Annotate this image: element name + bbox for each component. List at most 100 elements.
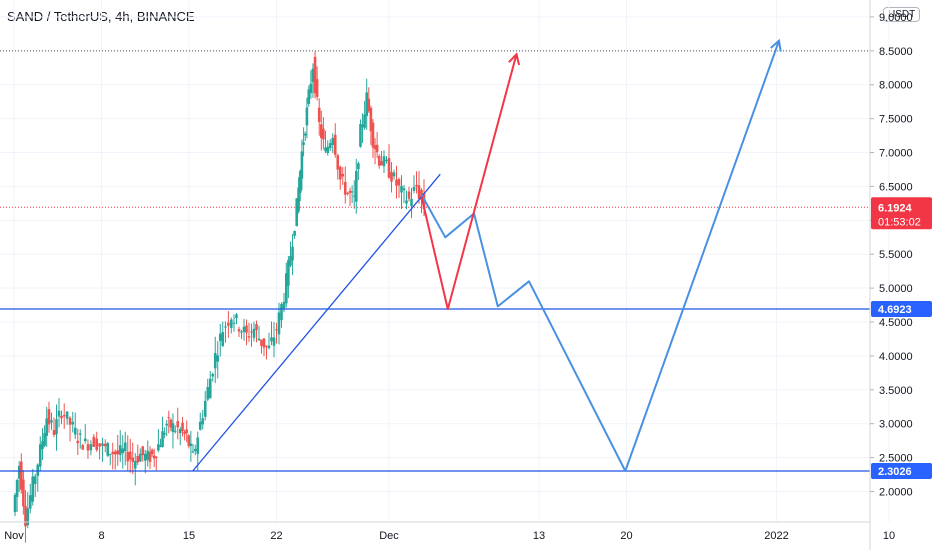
candle-body bbox=[17, 465, 21, 479]
candle-body bbox=[22, 479, 25, 507]
candle-body bbox=[265, 345, 268, 347]
candle-body bbox=[395, 179, 398, 186]
candle-body bbox=[287, 260, 290, 286]
candle-body bbox=[178, 429, 182, 434]
candle-body bbox=[191, 451, 195, 453]
candle-body bbox=[98, 443, 101, 447]
candle-body bbox=[141, 446, 145, 456]
candle-body bbox=[326, 146, 330, 154]
candle-body bbox=[47, 409, 51, 425]
candle-body bbox=[138, 453, 142, 462]
time-tick-label: 13 bbox=[533, 530, 545, 542]
candle-body bbox=[15, 480, 19, 497]
candle-body bbox=[81, 445, 85, 450]
candle-body bbox=[422, 193, 426, 210]
candle-body bbox=[216, 355, 220, 362]
candle-body bbox=[380, 161, 383, 166]
candle-body bbox=[221, 332, 225, 346]
candle-body bbox=[387, 158, 391, 178]
candle-body bbox=[255, 324, 258, 331]
candle-body bbox=[128, 451, 132, 460]
drawings-layer bbox=[0, 38, 870, 472]
candle-body bbox=[19, 461, 23, 490]
time-tick-label: 2022 bbox=[764, 530, 788, 542]
candle-body bbox=[26, 508, 30, 526]
candle-body bbox=[38, 444, 42, 467]
candle-body bbox=[373, 145, 377, 149]
candle-body bbox=[232, 322, 236, 324]
candle-body bbox=[375, 144, 379, 153]
price-tick-label: 5.0000 bbox=[879, 283, 913, 295]
candle-body bbox=[242, 326, 246, 332]
candle-body bbox=[118, 445, 122, 455]
price-tick-label: 6.5000 bbox=[879, 181, 913, 193]
candle-body bbox=[157, 444, 160, 451]
candle-body bbox=[171, 423, 175, 433]
candle-body bbox=[136, 456, 140, 463]
candle-body bbox=[123, 442, 127, 452]
price-tick-label: 4.5000 bbox=[879, 317, 913, 329]
candle-body bbox=[352, 195, 356, 197]
price-tick-label: 7.5000 bbox=[879, 114, 913, 126]
candle-body bbox=[213, 353, 217, 369]
candle-body bbox=[322, 128, 325, 140]
candle-body bbox=[257, 338, 261, 341]
candle-body bbox=[95, 438, 99, 450]
candle-body bbox=[78, 433, 82, 435]
candle-body bbox=[60, 415, 63, 419]
candle-body bbox=[363, 114, 366, 128]
candle-body bbox=[198, 421, 202, 430]
candle-body bbox=[71, 421, 75, 425]
candle-body bbox=[262, 338, 266, 348]
price-tick-label: 5.5000 bbox=[879, 249, 913, 261]
candle-body bbox=[45, 418, 49, 436]
candle-body bbox=[106, 443, 110, 456]
candle-body bbox=[237, 329, 241, 332]
candle-body bbox=[203, 400, 207, 417]
candle-body bbox=[154, 457, 158, 459]
candle-body bbox=[201, 418, 205, 425]
candle-body bbox=[319, 124, 323, 138]
candle-body bbox=[282, 301, 286, 309]
candle-body bbox=[341, 173, 345, 177]
candle-body bbox=[101, 443, 104, 446]
candle-body bbox=[57, 410, 61, 417]
price-tick-label: 3.5000 bbox=[879, 385, 913, 397]
candle-body bbox=[131, 457, 135, 462]
currency-unit-button[interactable]: USDT bbox=[883, 7, 921, 22]
level-price-badge bbox=[871, 300, 932, 317]
price-tick-label: 2.5000 bbox=[879, 453, 913, 465]
candle-body bbox=[208, 378, 212, 399]
support-trendline bbox=[192, 173, 441, 472]
projection-path-red bbox=[420, 53, 518, 311]
candle-body bbox=[36, 464, 40, 476]
candle-body bbox=[43, 432, 46, 446]
price-tick-label: 4.0000 bbox=[879, 351, 913, 363]
price-tick-label: 2.0000 bbox=[879, 486, 913, 498]
projection-path-blue-arrowhead bbox=[770, 38, 782, 52]
candle-body bbox=[133, 460, 137, 469]
candle-body bbox=[161, 431, 164, 447]
candle-body bbox=[311, 68, 315, 83]
candle-body bbox=[315, 79, 319, 97]
candle-body bbox=[86, 444, 90, 451]
candle-body bbox=[24, 506, 27, 527]
candle-body bbox=[357, 163, 360, 170]
candle-body bbox=[331, 137, 335, 145]
candle-body bbox=[291, 246, 294, 261]
time-tick-label: Dec bbox=[379, 530, 399, 542]
candle-body bbox=[415, 184, 418, 187]
candle-body bbox=[343, 181, 347, 195]
candle-body bbox=[277, 312, 281, 335]
candle-body bbox=[371, 122, 375, 148]
level-price-label: 2.3026 bbox=[878, 466, 912, 478]
candle-body bbox=[181, 422, 184, 431]
price-tick-label: 9.0000 bbox=[879, 12, 913, 24]
candle-body bbox=[303, 133, 307, 136]
candle-body bbox=[289, 255, 292, 266]
price-countdown: 01:53:02 bbox=[878, 216, 921, 228]
candle-body bbox=[83, 438, 87, 442]
candle-body bbox=[397, 179, 401, 186]
candle-body bbox=[31, 476, 35, 502]
